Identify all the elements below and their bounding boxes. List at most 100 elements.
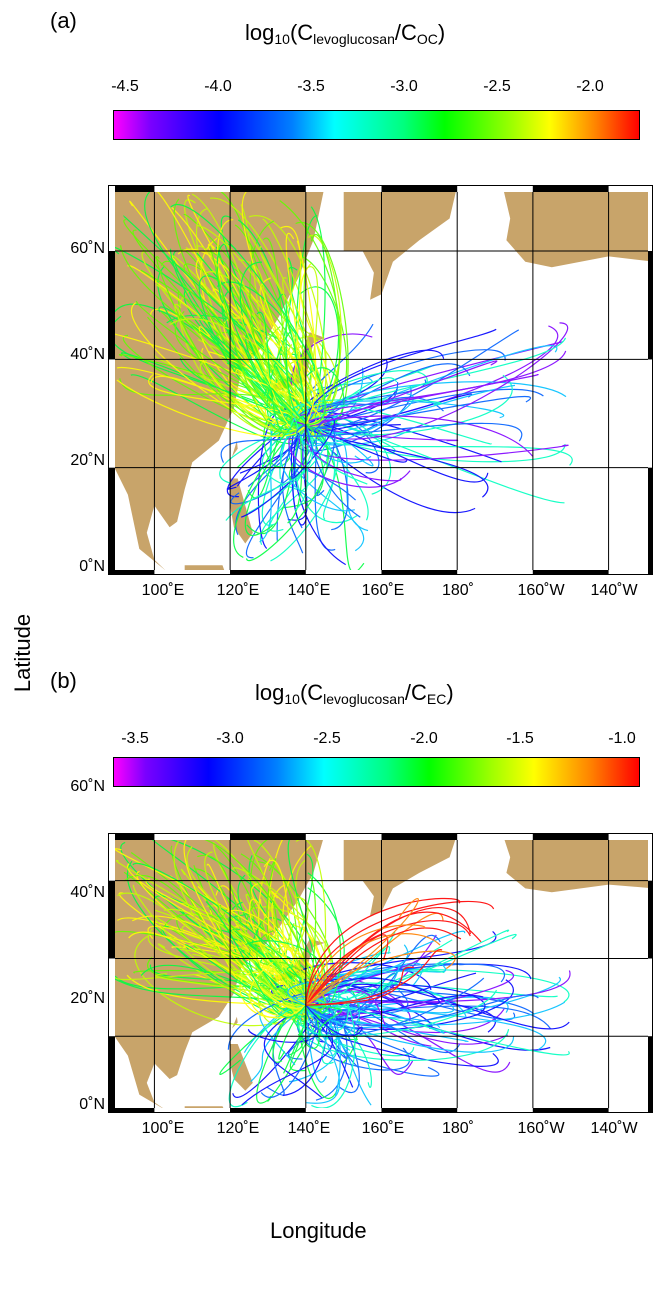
graticule bbox=[109, 186, 652, 574]
trajectory-line bbox=[170, 203, 326, 425]
frame-segment bbox=[457, 834, 533, 840]
graticule bbox=[109, 834, 652, 1112]
frame-segment bbox=[381, 1108, 458, 1112]
colorbar-tick-a: -2.5 bbox=[483, 78, 511, 95]
frame-segment bbox=[154, 834, 231, 840]
trajectory-line bbox=[123, 871, 307, 1006]
trajectory-line bbox=[126, 974, 306, 1006]
frame-segment bbox=[154, 186, 231, 192]
trajectory-line bbox=[132, 884, 306, 1007]
map-svg-b bbox=[109, 834, 652, 1112]
trajectory-line bbox=[305, 337, 567, 425]
trajectory-line bbox=[280, 423, 355, 512]
trajectory-line bbox=[228, 1004, 306, 1108]
trajectory-line bbox=[240, 416, 335, 518]
frame-segment bbox=[648, 186, 652, 251]
lat-label-a: 60˚N bbox=[70, 240, 105, 257]
colorbar-tick-b: -2.0 bbox=[410, 730, 438, 747]
panel-label-a: (a) bbox=[50, 8, 77, 33]
land-mass bbox=[343, 186, 458, 300]
frame-segment bbox=[154, 1108, 231, 1112]
trajectory-line bbox=[305, 992, 356, 1109]
trajectory-line bbox=[305, 972, 396, 1018]
trajectory-line bbox=[300, 393, 415, 447]
trajectory-line bbox=[305, 423, 566, 463]
lon-label-b: 100˚E bbox=[141, 1120, 185, 1137]
frame-segment bbox=[109, 186, 155, 192]
trajectory-line bbox=[305, 329, 520, 429]
trajectory-line bbox=[305, 995, 350, 1032]
colorbar-tick-b: -1.0 bbox=[608, 730, 636, 747]
frame-segment bbox=[109, 880, 115, 959]
trajectory-line bbox=[288, 424, 309, 481]
colorbar-tick-b: -3.5 bbox=[121, 730, 149, 747]
trajectory-line bbox=[245, 423, 329, 562]
lon-label-a: 120˚E bbox=[216, 582, 260, 599]
frame-segment bbox=[532, 1108, 609, 1112]
trajectory-line bbox=[198, 326, 306, 426]
lon-label-b: 140˚E bbox=[287, 1120, 331, 1137]
trajectory-line bbox=[305, 934, 389, 1006]
frame-segment bbox=[230, 186, 306, 192]
land-mass bbox=[502, 186, 652, 268]
trajectory-line bbox=[233, 415, 308, 558]
frame-segment bbox=[109, 570, 155, 574]
trajectory-line bbox=[123, 215, 317, 425]
lon-label-a: 160˚E bbox=[361, 582, 405, 599]
trajectory-line bbox=[205, 900, 307, 1018]
trajectory-line bbox=[305, 911, 482, 1006]
trajectory-line bbox=[249, 962, 307, 1019]
frame-segment bbox=[608, 1108, 652, 1112]
frame-segment bbox=[305, 1108, 382, 1112]
trajectory-line bbox=[305, 421, 336, 497]
trajectory-line bbox=[296, 422, 523, 442]
trajectory-line bbox=[305, 920, 471, 1006]
trajectory-line bbox=[305, 900, 495, 1006]
map-svg-a bbox=[109, 186, 652, 574]
trajectory-line bbox=[305, 946, 391, 1009]
colorbar-b bbox=[113, 757, 640, 787]
trajectory-line bbox=[135, 300, 307, 425]
trajectory-line bbox=[305, 1004, 363, 1037]
trajectory-line bbox=[305, 1004, 343, 1037]
frame-segment bbox=[381, 570, 458, 574]
colorbar-tick-a: -4.5 bbox=[111, 78, 139, 95]
trajectory-line bbox=[115, 860, 307, 1006]
frame-segment bbox=[457, 570, 533, 574]
colorbar-tick-a: -3.0 bbox=[390, 78, 418, 95]
frame-segment bbox=[109, 834, 155, 840]
trajectory-line bbox=[174, 310, 307, 425]
frame-segment bbox=[608, 186, 652, 192]
trajectory-line bbox=[123, 218, 308, 425]
trajectory-line bbox=[305, 422, 489, 483]
trajectory-line bbox=[297, 998, 570, 1056]
trajectory-line bbox=[229, 316, 307, 425]
colorbar-tick-a: -2.0 bbox=[576, 78, 604, 95]
lon-label-b: 180˚ bbox=[441, 1120, 475, 1137]
trajectory-line bbox=[134, 935, 307, 1027]
trajectory-line bbox=[305, 897, 419, 1006]
frame-segment bbox=[109, 834, 115, 881]
trajectory-line bbox=[248, 423, 327, 514]
frame-segment bbox=[648, 880, 652, 959]
trajectory-line bbox=[305, 949, 443, 1006]
land-mass bbox=[502, 834, 652, 893]
lon-label-b: 140˚W bbox=[590, 1120, 638, 1137]
colorbar-tick-b: -1.5 bbox=[506, 730, 534, 747]
frame-segment bbox=[648, 958, 652, 1037]
frame-segment bbox=[532, 834, 609, 840]
frame-segment bbox=[648, 251, 652, 360]
x-axis-title: Longitude bbox=[270, 1218, 367, 1243]
lon-label-a: 140˚E bbox=[287, 582, 331, 599]
trajectory-line bbox=[198, 275, 306, 426]
lon-label-b: 120˚E bbox=[216, 1120, 260, 1137]
y-axis-title: Latitude bbox=[10, 613, 35, 693]
lon-label-a: 160˚W bbox=[517, 582, 565, 599]
frame-segment bbox=[648, 467, 652, 574]
trajectory-line bbox=[292, 424, 357, 501]
frame-segment bbox=[109, 467, 115, 574]
trajectory-map-a bbox=[108, 185, 653, 575]
trajectory-line bbox=[305, 1004, 515, 1053]
frame-segment bbox=[608, 834, 652, 840]
frame-segment bbox=[305, 570, 382, 574]
